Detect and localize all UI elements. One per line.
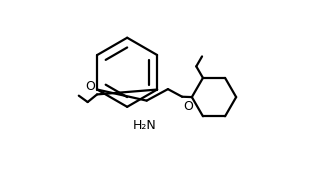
Text: H₂N: H₂N [133,119,157,132]
Text: O: O [183,100,193,113]
Text: O: O [86,80,95,93]
